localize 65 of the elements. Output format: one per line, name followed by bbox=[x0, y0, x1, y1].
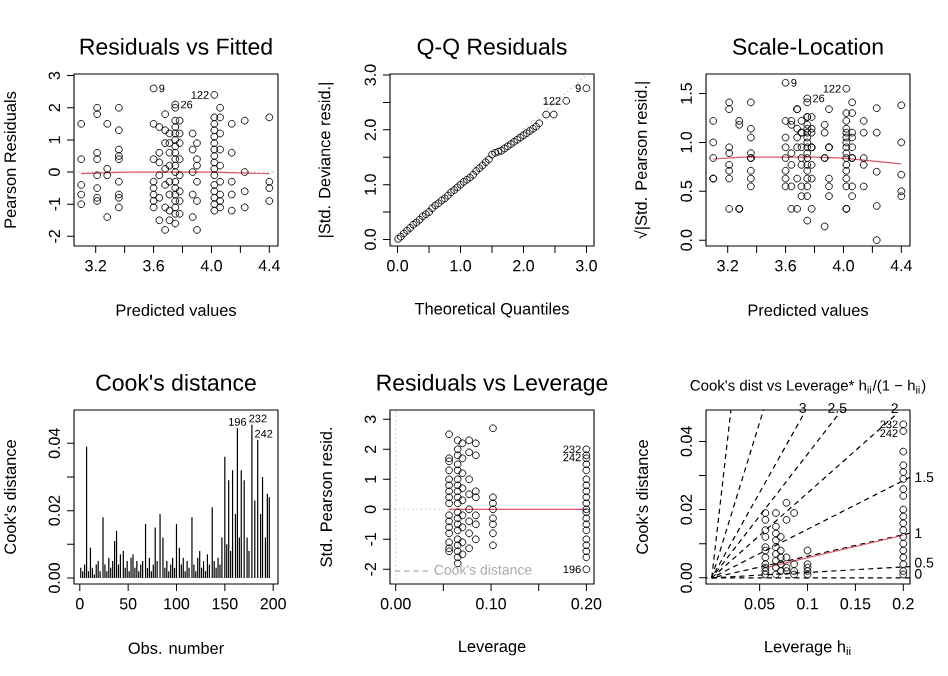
x-tick-label: 0.2 bbox=[892, 598, 914, 610]
y-axis-title: Std. Pearson resid. bbox=[319, 428, 333, 567]
x-tick-label: 3.6 bbox=[775, 260, 796, 272]
x-tick-label: 4.4 bbox=[258, 260, 280, 272]
y-tick-label: -2 bbox=[48, 230, 60, 243]
x-axis-title: Leverage bbox=[459, 640, 526, 656]
y-tick-label: 0.04 bbox=[48, 428, 60, 459]
x-tick-label: 0 bbox=[75, 598, 84, 610]
x-axis-title: Obs. number bbox=[128, 641, 224, 655]
y-tick-label: 2.0 bbox=[364, 119, 376, 141]
y-tick-label: 0.0 bbox=[680, 229, 692, 251]
x-tick-label: 0.05 bbox=[744, 598, 775, 610]
y-tick-label: 0 bbox=[364, 505, 376, 514]
y-tick-label: 2 bbox=[364, 445, 376, 453]
x-tick-label: 0.0 bbox=[387, 260, 409, 272]
chart-title: Scale-Location bbox=[732, 37, 883, 55]
x-tick-label: 50 bbox=[119, 598, 137, 610]
x-tick-label: 0.1 bbox=[797, 598, 818, 610]
y-tick-label: -1 bbox=[48, 197, 60, 211]
x-tick-label: 4.0 bbox=[832, 260, 854, 272]
y-axis-title: Cook's distance bbox=[3, 440, 17, 554]
y-tick-label: 3 bbox=[48, 71, 60, 80]
x-axis-title: Predicted values bbox=[748, 303, 869, 317]
y-axis-title: Cook's distance bbox=[635, 440, 649, 554]
x-tick-label: 0.20 bbox=[571, 598, 602, 610]
x-tick-label: 150 bbox=[212, 598, 238, 610]
chart-title: Cook's distance bbox=[96, 373, 256, 391]
y-tick-label: 1.0 bbox=[364, 174, 376, 195]
y-tick-label: 2 bbox=[48, 104, 60, 112]
y-tick-label: 0.04 bbox=[680, 426, 692, 457]
x-axis-title: Theoretical Quantiles bbox=[414, 302, 569, 318]
chart-title: Residuals vs Fitted bbox=[80, 37, 272, 55]
y-axis-title: √|Std. Pearson resid.| bbox=[633, 82, 651, 239]
x-tick-label: 3.0 bbox=[575, 260, 597, 272]
x-tick-label: 3.2 bbox=[717, 260, 739, 272]
x-tick-label: 100 bbox=[164, 598, 190, 610]
y-tick-label: 3.0 bbox=[364, 64, 376, 86]
y-tick-label: 1.5 bbox=[680, 83, 692, 104]
x-tick-label: 4.0 bbox=[200, 260, 222, 272]
x-tick-label: 3.2 bbox=[85, 260, 107, 272]
x-tick-label: 3.6 bbox=[143, 260, 164, 272]
x-tick-label: 0.10 bbox=[476, 598, 506, 610]
x-axis-title: Leverage h$_{ii}$ bbox=[765, 640, 851, 656]
y-tick-label: 0.02 bbox=[48, 495, 60, 526]
x-axis-title: Predicted values bbox=[116, 303, 237, 317]
y-tick-label: 1.0 bbox=[680, 131, 692, 153]
y-axis-title: Pearson Residuals bbox=[3, 91, 17, 228]
y-tick-label: 1 bbox=[48, 136, 60, 144]
y-tick-label: 0.02 bbox=[680, 494, 692, 525]
x-tick-label: 0.15 bbox=[840, 598, 871, 610]
y-tick-label: 0.0 bbox=[364, 228, 376, 250]
y-tick-label: -2 bbox=[364, 562, 376, 576]
x-tick-label: 200 bbox=[260, 598, 286, 610]
y-tick-label: 0.5 bbox=[680, 180, 692, 202]
y-tick-label: 0 bbox=[48, 168, 60, 176]
chart-title: Q-Q Residuals bbox=[417, 37, 567, 59]
y-tick-label: 3 bbox=[364, 415, 376, 424]
y-tick-label: 1 bbox=[364, 475, 376, 483]
chart-title: Residuals vs Leverage bbox=[377, 373, 608, 396]
x-tick-label: 0.00 bbox=[380, 598, 411, 610]
y-axis-title: |Std. Deviance resid.| bbox=[318, 83, 334, 237]
x-tick-label: 2.0 bbox=[513, 260, 534, 272]
x-tick-label: 1.0 bbox=[450, 260, 472, 272]
y-tick-label: -1 bbox=[364, 532, 376, 546]
x-tick-label: 4.4 bbox=[890, 260, 912, 272]
